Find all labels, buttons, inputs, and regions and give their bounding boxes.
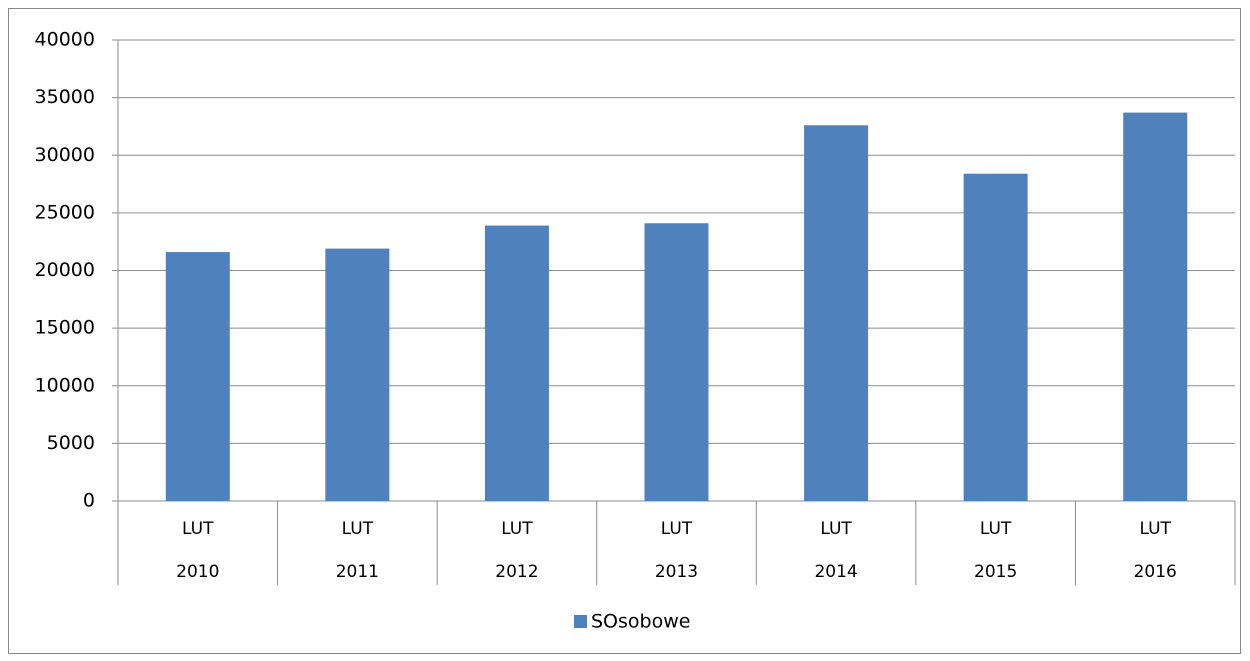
x-group-label: 2011 <box>336 562 379 582</box>
bar <box>484 225 549 502</box>
x-tick-label: LUT <box>342 519 374 539</box>
x-tick-label: LUT <box>182 519 214 539</box>
y-tick-label: 15000 <box>35 317 95 339</box>
y-tick-label: 0 <box>83 490 95 512</box>
y-tick-label: 10000 <box>35 374 95 396</box>
y-tick-label: 30000 <box>35 144 95 166</box>
x-group-label: 2013 <box>655 562 698 582</box>
x-group-label: 2016 <box>1134 562 1177 582</box>
legend-swatch <box>574 615 587 628</box>
x-group-label: 2010 <box>176 562 219 582</box>
x-tick-label: LUT <box>820 519 852 539</box>
y-tick-label: 20000 <box>35 259 95 281</box>
x-tick-label: LUT <box>501 519 533 539</box>
x-group-label: 2015 <box>974 562 1017 582</box>
bar <box>325 248 390 501</box>
y-tick-label: 25000 <box>35 201 95 223</box>
bar <box>963 173 1028 501</box>
y-tick-label: 40000 <box>35 29 95 51</box>
x-group-label: 2012 <box>495 562 538 582</box>
y-tick-label: 35000 <box>35 86 95 108</box>
bar <box>804 125 869 501</box>
x-tick-label: LUT <box>1139 519 1171 539</box>
bar <box>644 223 709 501</box>
x-tick-label: LUT <box>980 519 1012 539</box>
y-tick-label: 5000 <box>47 432 95 454</box>
legend-label: SOsobowe <box>591 611 690 633</box>
x-tick-label: LUT <box>661 519 693 539</box>
x-group-label: 2014 <box>814 562 857 582</box>
bar <box>165 252 230 501</box>
bar <box>1123 112 1188 502</box>
